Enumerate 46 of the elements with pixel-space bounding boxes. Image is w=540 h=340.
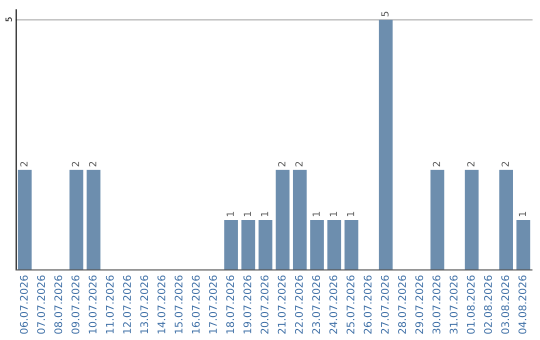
x-tick-label: 01.08.2026 [466, 275, 475, 334]
x-tick-label: 02.08.2026 [484, 275, 492, 334]
x-tick-label: 29.07.2026 [415, 275, 424, 334]
data-label: 1 [518, 212, 526, 216]
x-tick-label: 21.07.2026 [278, 275, 286, 334]
x-tick-label: 31.07.2026 [450, 275, 458, 334]
x-tick-label: 26.07.2026 [364, 275, 372, 334]
x-tick-label: 07.07.2026 [37, 275, 46, 334]
data-label: 2 [295, 162, 303, 166]
x-tick-label: 24.07.2026 [329, 275, 338, 334]
x-tick-label: 06.07.2026 [20, 275, 28, 334]
x-tick-label: 27.07.2026 [380, 275, 389, 334]
data-label: 2 [89, 162, 96, 166]
x-tick-label: 11.07.2026 [106, 275, 114, 334]
x-tick-label: 17.07.2026 [209, 275, 217, 334]
x-tick-label: 18.07.2026 [226, 275, 234, 334]
x-tick-label: 28.07.2026 [398, 275, 406, 334]
x-tick-label: 04.08.2026 [518, 275, 526, 334]
data-label: 1 [261, 212, 268, 216]
x-tick-label: 10.07.2026 [88, 275, 97, 334]
x-tick-label: 15.07.2026 [174, 275, 183, 334]
x-tick-label: 22.07.2026 [294, 275, 303, 334]
data-label: 2 [467, 162, 474, 166]
x-tick-label: 03.08.2026 [501, 275, 510, 334]
x-tick-label: 30.07.2026 [432, 275, 440, 334]
data-label: 2 [20, 162, 28, 166]
x-tick-label: 14.07.2026 [157, 275, 166, 334]
data-label: 2 [432, 162, 440, 166]
data-label: 2 [502, 162, 509, 166]
x-tick-label: 23.07.2026 [312, 275, 320, 334]
data-label: 2 [72, 162, 80, 166]
data-label: 5 [381, 12, 389, 16]
x-tick-label: 19.07.2026 [243, 275, 252, 334]
data-label: 1 [347, 212, 354, 216]
x-tick-label: 08.07.2026 [54, 275, 62, 334]
data-label: 1 [330, 212, 337, 216]
x-tick-label: 20.07.2026 [260, 275, 268, 334]
data-label: 1 [226, 212, 234, 216]
data-label: 2 [278, 162, 286, 166]
x-tick-label: 09.07.2026 [72, 275, 80, 334]
data-label: 1 [244, 212, 251, 216]
x-tick-label: 16.07.2026 [192, 275, 200, 334]
x-tick-label: 13.07.2026 [140, 275, 148, 334]
x-tick-label: 12.07.2026 [123, 275, 131, 334]
data-label: 1 [312, 212, 320, 216]
x-tick-label: 25.07.2026 [346, 275, 354, 334]
